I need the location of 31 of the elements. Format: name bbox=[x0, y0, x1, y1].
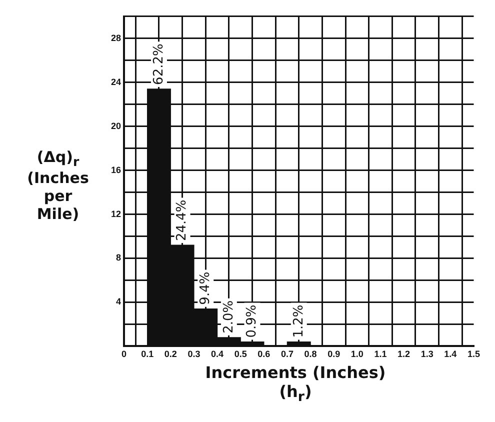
x-tick-label: 1.5 bbox=[467, 349, 480, 360]
y-tick-label: 4 bbox=[116, 296, 122, 307]
y-tick-label: 20 bbox=[110, 120, 122, 131]
x-tick-label: 0.3 bbox=[188, 349, 200, 360]
x-tick-label: 0.6 bbox=[258, 349, 270, 360]
x-tick-label: 0.5 bbox=[234, 349, 247, 360]
annotation: 2.0% bbox=[221, 300, 236, 334]
x-tick-label: 0.9 bbox=[328, 349, 340, 360]
x-tick-label: 1.1 bbox=[374, 349, 387, 360]
y-tick-label: 8 bbox=[116, 252, 122, 263]
y-tick-label: 16 bbox=[110, 164, 122, 175]
x-tick-label: 1.4 bbox=[444, 349, 457, 360]
annotation: 1.2% bbox=[291, 304, 306, 338]
x-tick-label: 0.7 bbox=[280, 349, 294, 360]
annotation: 24.4% bbox=[174, 200, 190, 242]
x-tick-label: 1.3 bbox=[420, 349, 434, 360]
annotation: 0.9% bbox=[244, 304, 260, 338]
x-tick-label: 0.8 bbox=[304, 349, 317, 360]
x-tick-label: 0 bbox=[122, 349, 127, 360]
x-tick-label: 1.0 bbox=[350, 349, 364, 360]
x-axis-title: Increments (Inches) (h$_{r}$) bbox=[204, 363, 387, 406]
annotation: 62.2% bbox=[151, 44, 166, 85]
x-tick-label: 0.2 bbox=[164, 349, 177, 360]
x-tick-label: 0.4 bbox=[211, 349, 224, 360]
x-tick-label: 0.1 bbox=[141, 349, 154, 360]
annotation: 9.4% bbox=[198, 272, 213, 305]
x-tick-label: 1.2 bbox=[398, 349, 410, 360]
y-tick-label: 24 bbox=[110, 76, 122, 87]
y-tick-label: 28 bbox=[110, 32, 122, 43]
y-tick-label: 12 bbox=[110, 208, 122, 219]
y-axis-title: (Δq)$_{r}$ (Inches per Mile) bbox=[26, 148, 90, 223]
